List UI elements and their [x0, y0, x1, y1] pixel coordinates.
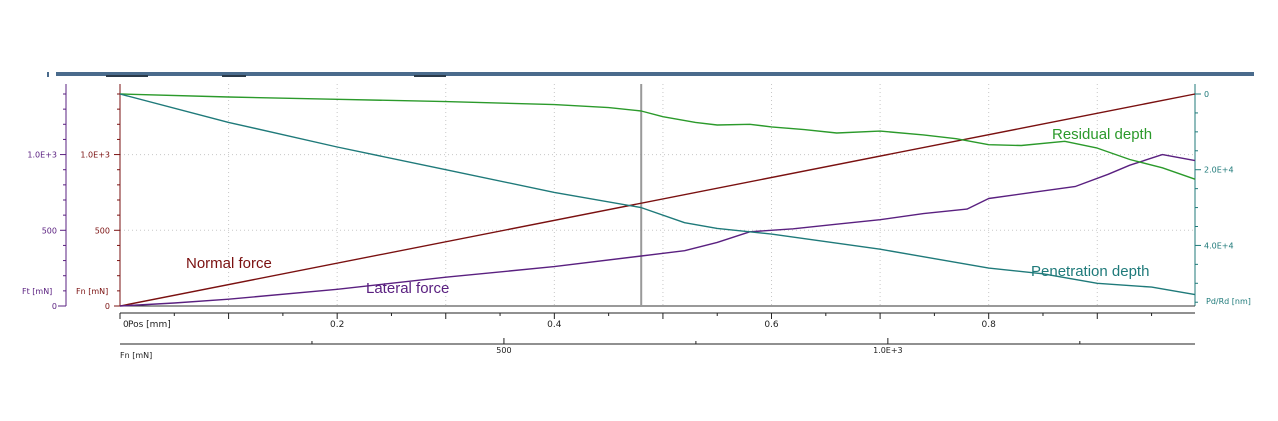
depth-axis-tick-label: 0 [1204, 90, 1209, 99]
pos-axis-tick-label: 0.8 [982, 320, 997, 330]
axes: 0 500 1.0E+3 0 500 1.0E+3 0 2.0E+4 4.0E+4 0 0.2 0.4… [27, 90, 1233, 355]
fn-axis-tick-label: 0 [105, 302, 110, 311]
top-band [56, 72, 1254, 76]
pos-axis-label: Pos [mm] [128, 320, 171, 330]
lateral-force-label: Lateral force [366, 280, 449, 297]
penetration-depth-line [119, 93, 1196, 296]
residual-depth-line [119, 93, 1196, 180]
depth-axis-tick-label: 2.0E+4 [1204, 166, 1234, 175]
fn-x-axis-tick-label: 500 [496, 346, 511, 355]
top-band-notch [106, 75, 148, 77]
fn-axis-label: Fn [mN] [76, 287, 108, 296]
pos-axis-tick-label: 0.4 [547, 320, 562, 330]
ft-axis-tick-label: 500 [42, 226, 57, 235]
normal-force-label: Normal force [186, 255, 272, 272]
fn-axis-tick-label: 1.0E+3 [80, 151, 110, 160]
series-lines [119, 93, 1196, 307]
depth-axis-tick-label: 4.0E+4 [1204, 241, 1234, 250]
fn-x-axis-label: Fn [mN] [120, 351, 152, 360]
top-band-notch [222, 75, 246, 77]
pos-axis-tick-label: 0 [123, 320, 129, 330]
normal-force-line [119, 93, 1196, 307]
ft-axis-tick-label: 1.0E+3 [27, 151, 57, 160]
pos-axis-tick-label: 0.2 [330, 320, 344, 330]
ft-axis-label: Ft [mN] [22, 287, 52, 296]
lateral-force-line [119, 153, 1196, 307]
pos-axis-tick-label: 0.6 [764, 320, 779, 330]
depth-axis-label: Pd/Rd [nm] [1206, 297, 1251, 306]
fn-axis-tick-label: 500 [95, 226, 110, 235]
top-band-notch [414, 75, 446, 77]
residual-depth-label: Residual depth [1052, 126, 1152, 143]
ft-axis-tick-label: 0 [52, 302, 57, 311]
penetration-depth-label: Penetration depth [1031, 263, 1149, 280]
grid [120, 84, 1195, 306]
fn-x-axis-tick-label: 1.0E+3 [873, 346, 903, 355]
